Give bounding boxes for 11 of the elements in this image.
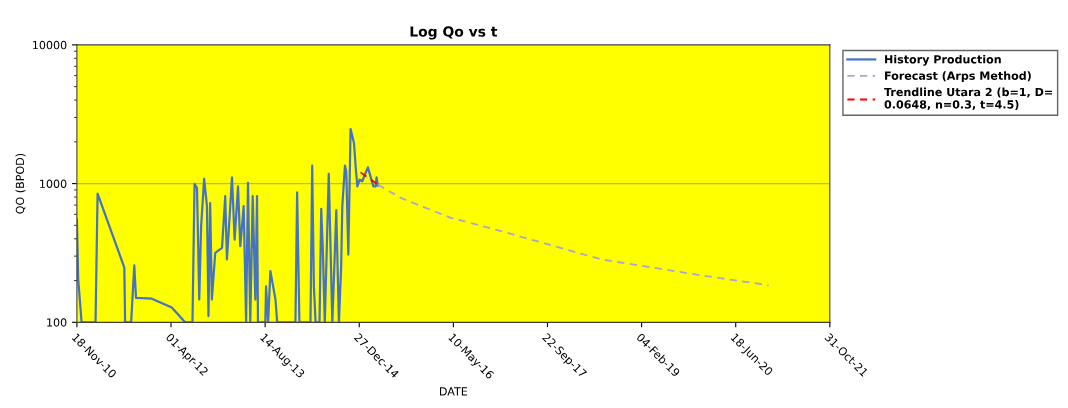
y-tick-label: 100	[47, 318, 67, 327]
y-axis-title: QO (BPOD)	[15, 153, 26, 214]
y-tick-label: 1000	[40, 179, 67, 188]
legend-label: Trendline Utara 2 (b=1, D= 0.0648, n=0.3, t=4.5)	[884, 87, 1052, 111]
line-series	[376, 183, 770, 287]
chart-title: Log Qo vs t	[410, 26, 498, 40]
line-series	[76, 127, 379, 323]
legend-label: History Production	[885, 54, 1001, 66]
x-axis-title: DATE	[440, 387, 468, 396]
y-tick-label: 10000	[33, 40, 67, 50]
legend-label: Forecast (Arps Method)	[885, 71, 1031, 83]
